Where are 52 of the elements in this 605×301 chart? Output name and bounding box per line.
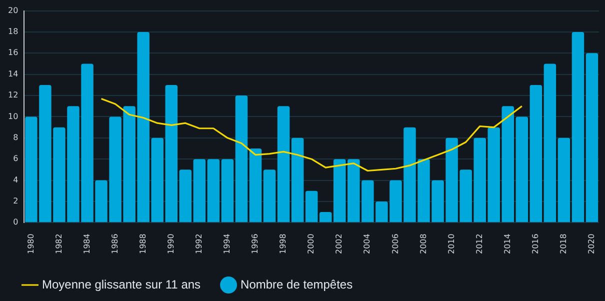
y-tick-label: 8 [13, 132, 18, 142]
x-tick-label: 1994 [222, 234, 232, 254]
bar [235, 96, 248, 222]
y-tick-label: 6 [13, 154, 18, 164]
bar [179, 170, 192, 222]
x-tick-label: 2014 [502, 234, 512, 254]
x-tick-label: 2002 [334, 234, 344, 254]
x-tick-label: 1992 [194, 234, 204, 254]
y-tick-label: 10 [8, 112, 18, 121]
x-tick-label: 2004 [362, 234, 372, 254]
y-tick-label: 18 [8, 27, 18, 36]
bar [263, 170, 276, 222]
bar [572, 32, 584, 222]
x-tick-label: 1982 [54, 234, 64, 254]
bar [586, 53, 598, 222]
bar [165, 84, 178, 222]
x-tick-label: 1980 [26, 234, 36, 254]
bar [558, 138, 570, 222]
bar [193, 159, 206, 222]
x-tick-label: 2008 [418, 234, 428, 254]
x-tick-label: 1990 [166, 234, 176, 254]
y-tick-label: 0 [13, 218, 18, 227]
y-tick-label: 2 [13, 196, 18, 206]
x-tick-label: 1998 [278, 234, 288, 254]
y-tick-label: 20 [8, 6, 18, 15]
x-tick-label: 1984 [82, 234, 92, 254]
x-tick-label: 1988 [138, 234, 148, 254]
bar [544, 64, 556, 222]
legend-label: Nombre de tempêtes [240, 277, 353, 292]
x-tick-label: 2016 [530, 234, 540, 254]
bar [221, 159, 234, 222]
y-tick-label: 4 [13, 175, 18, 184]
x-tick-label: 1996 [250, 234, 260, 254]
x-tick-label: 2012 [474, 234, 484, 254]
bar [207, 159, 220, 222]
bar [291, 138, 304, 222]
bar [305, 190, 318, 222]
y-tick-label: 16 [8, 48, 18, 58]
legend-label: Moyenne glissante sur 11 ans [42, 277, 201, 292]
x-tick-label: 1986 [110, 234, 120, 254]
x-tick-label: 2018 [559, 234, 568, 254]
y-tick-label: 14 [8, 69, 18, 78]
bar [530, 84, 542, 222]
x-tick-label: 2010 [446, 234, 456, 254]
bar [516, 116, 528, 222]
bar [319, 212, 332, 222]
bar [277, 106, 290, 222]
x-tick-label: 2006 [390, 234, 400, 254]
x-tick-label: 2000 [306, 234, 316, 254]
y-tick-label: 12 [8, 90, 18, 100]
x-tick-label: 2020 [587, 234, 596, 254]
bar [249, 148, 262, 222]
